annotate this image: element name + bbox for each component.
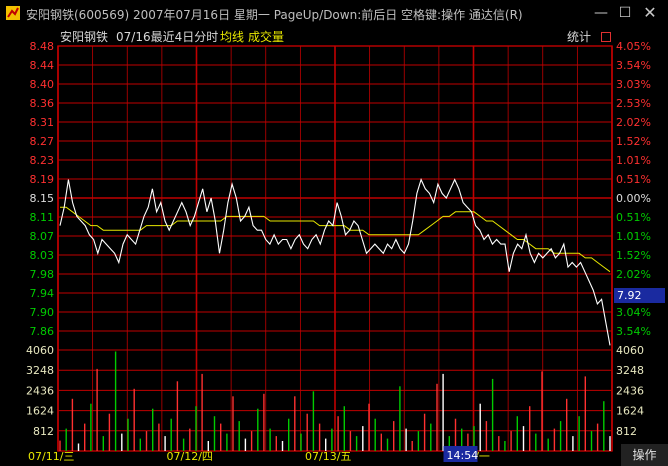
average-price-line [60,206,611,273]
close-button[interactable]: ✕ [643,3,657,22]
time-cursor-label: 14:54 [447,449,479,462]
volume-tick-label: 812 [616,425,637,438]
chart-background [0,26,668,466]
volume-tick-label: 3248 [26,364,54,377]
percent-tick-label: 3.54% [616,325,651,338]
percent-tick-label: 0.51% [616,211,651,224]
intraday-price-line [59,178,611,346]
percent-tick-label: 0.00% [616,192,651,205]
volume-tick-label: 1624 [26,405,54,418]
percent-tick-label: 2.53% [616,97,651,110]
price-tick-label: 8.23 [30,154,55,167]
stock-name-label: 安阳钢铁 [60,30,109,44]
percent-tick-label: 2.02% [616,268,651,281]
price-tick-label: 7.90 [30,306,55,319]
time-cursor-highlight [443,446,478,462]
volume-legend: 成交量 [248,30,285,44]
percent-tick-label: 3.03% [616,78,651,91]
price-tick-label: 7.94 [30,287,55,300]
date-axis-label: 07/13/五 [305,450,351,463]
intraday-chart[interactable]: 8.48 8.44 8.40 8.36 8.31 8.27 8.23 8.19 8.15 8.11… [0,26,668,466]
percent-tick-label: 1.52% [616,249,651,262]
plot-frame [57,45,613,452]
price-tick-label: 8.19 [30,173,55,186]
operate-button[interactable]: 操作 [621,444,668,466]
percent-tick-label: 0.51% [616,173,651,186]
percent-tick-label: 1.01% [616,230,651,243]
percent-tick-label: 1.01% [616,154,651,167]
date-axis-label: 07/11/三 [28,450,74,463]
maximize-button[interactable]: ☐ [618,5,632,21]
percent-tick-label: 1.52% [616,135,651,148]
price-tick-label: 7.86 [30,325,55,338]
percent-tick-label: 4.05% [616,40,651,53]
price-tick-label: 8.27 [30,135,55,148]
current-price-flag: 7.92 [614,288,665,303]
volume-tick-label: 3248 [616,364,644,377]
percent-tick-label: 2.02% [616,116,651,129]
price-tick-label: 7.98 [30,268,55,281]
percent-tick-label: 3.54% [616,59,651,72]
percent-tick-label: 4060 [616,344,644,357]
price-tick-label: 8.07 [30,230,55,243]
expand-icon[interactable] [601,32,611,42]
price-tick-label: 8.36 [30,97,55,110]
price-tick-label: 8.11 [30,211,55,224]
date-axis-label: 07/12/四 [167,450,213,463]
price-tick-label: 8.40 [30,78,55,91]
price-tick-label: 8.31 [30,116,55,129]
period-label: 07/16最近4日分时 [116,30,219,44]
volume-tick-label: 2436 [616,384,644,397]
avg-line-legend: 均线 [220,30,245,44]
volume-tick-label: 812 [33,425,54,438]
price-tick-label: 4060 [26,344,54,357]
stats-button[interactable]: 统计 [567,30,592,44]
title-bar: 安阳钢铁(600569) 2007年07月16日 星期一 PageUp/Down… [0,0,668,26]
price-tick-label: 8.15 [30,192,55,205]
app-logo-icon [6,6,20,20]
volume-tick-label: 1624 [616,405,644,418]
price-tick-label: 8.03 [30,249,55,262]
minimize-button[interactable]: — [594,5,608,21]
window-title: 安阳钢铁(600569) 2007年07月16日 星期一 PageUp/Down… [26,8,523,22]
percent-tick-label: 3.04% [616,306,651,319]
price-tick-label: 8.44 [30,59,55,72]
volume-tick-label: 2436 [26,384,54,397]
price-tick-label: 8.48 [30,40,55,53]
